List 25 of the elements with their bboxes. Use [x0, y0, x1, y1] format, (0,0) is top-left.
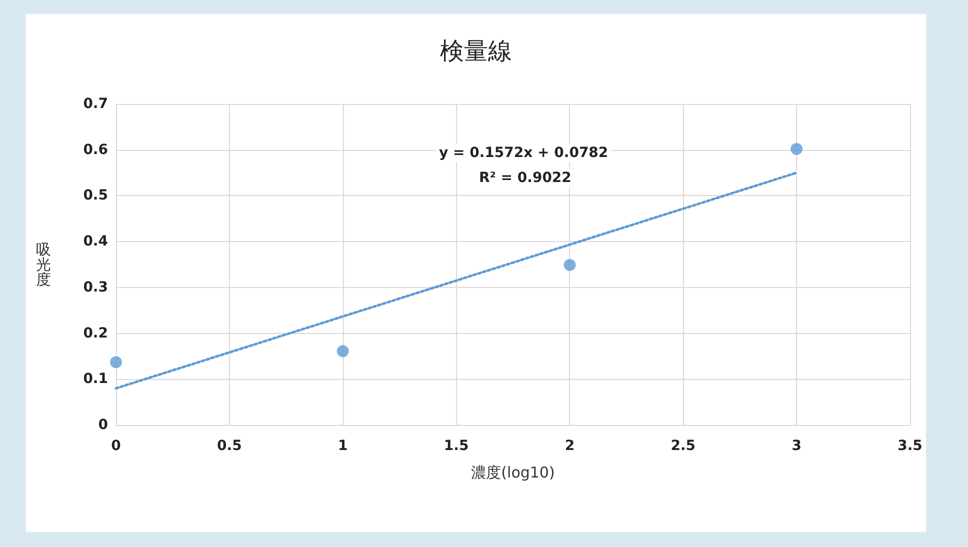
- point: [790, 142, 803, 155]
- y-tick-label: 0.7: [83, 96, 108, 112]
- y-tick-label: 0.3: [83, 279, 108, 296]
- point: [110, 356, 122, 368]
- x-tick-label: 0.5: [217, 438, 242, 454]
- x-tick-label: 3: [792, 438, 802, 454]
- y-tick-label: 0: [98, 417, 108, 433]
- point: [336, 345, 349, 358]
- y-tick-label: 0.4: [83, 234, 108, 250]
- y-tick-label: 0.2: [83, 325, 108, 342]
- x-tick-label: 3.5: [898, 438, 922, 454]
- x-tick-label: 2.5: [670, 438, 696, 454]
- x-tick-label: 1: [338, 438, 348, 454]
- y-tick-label: 0.1: [83, 371, 108, 388]
- chart-title: 検量線: [440, 37, 512, 65]
- x-tick-label: 1.5: [444, 438, 469, 454]
- point: [564, 258, 576, 271]
- y-tick-label: 0.6: [83, 142, 108, 158]
- y-axis-title: 吸光度: [36, 240, 51, 288]
- x-tick-label: 0: [111, 438, 122, 454]
- annotation: R² = 0.9022: [479, 170, 572, 186]
- x-tick-label: 2: [564, 438, 575, 454]
- x-axis-title: 濃度(log10): [471, 464, 555, 482]
- annotation: y = 0.1572x + 0.0782: [439, 145, 608, 161]
- y-tick-label: 0.5: [83, 188, 108, 204]
